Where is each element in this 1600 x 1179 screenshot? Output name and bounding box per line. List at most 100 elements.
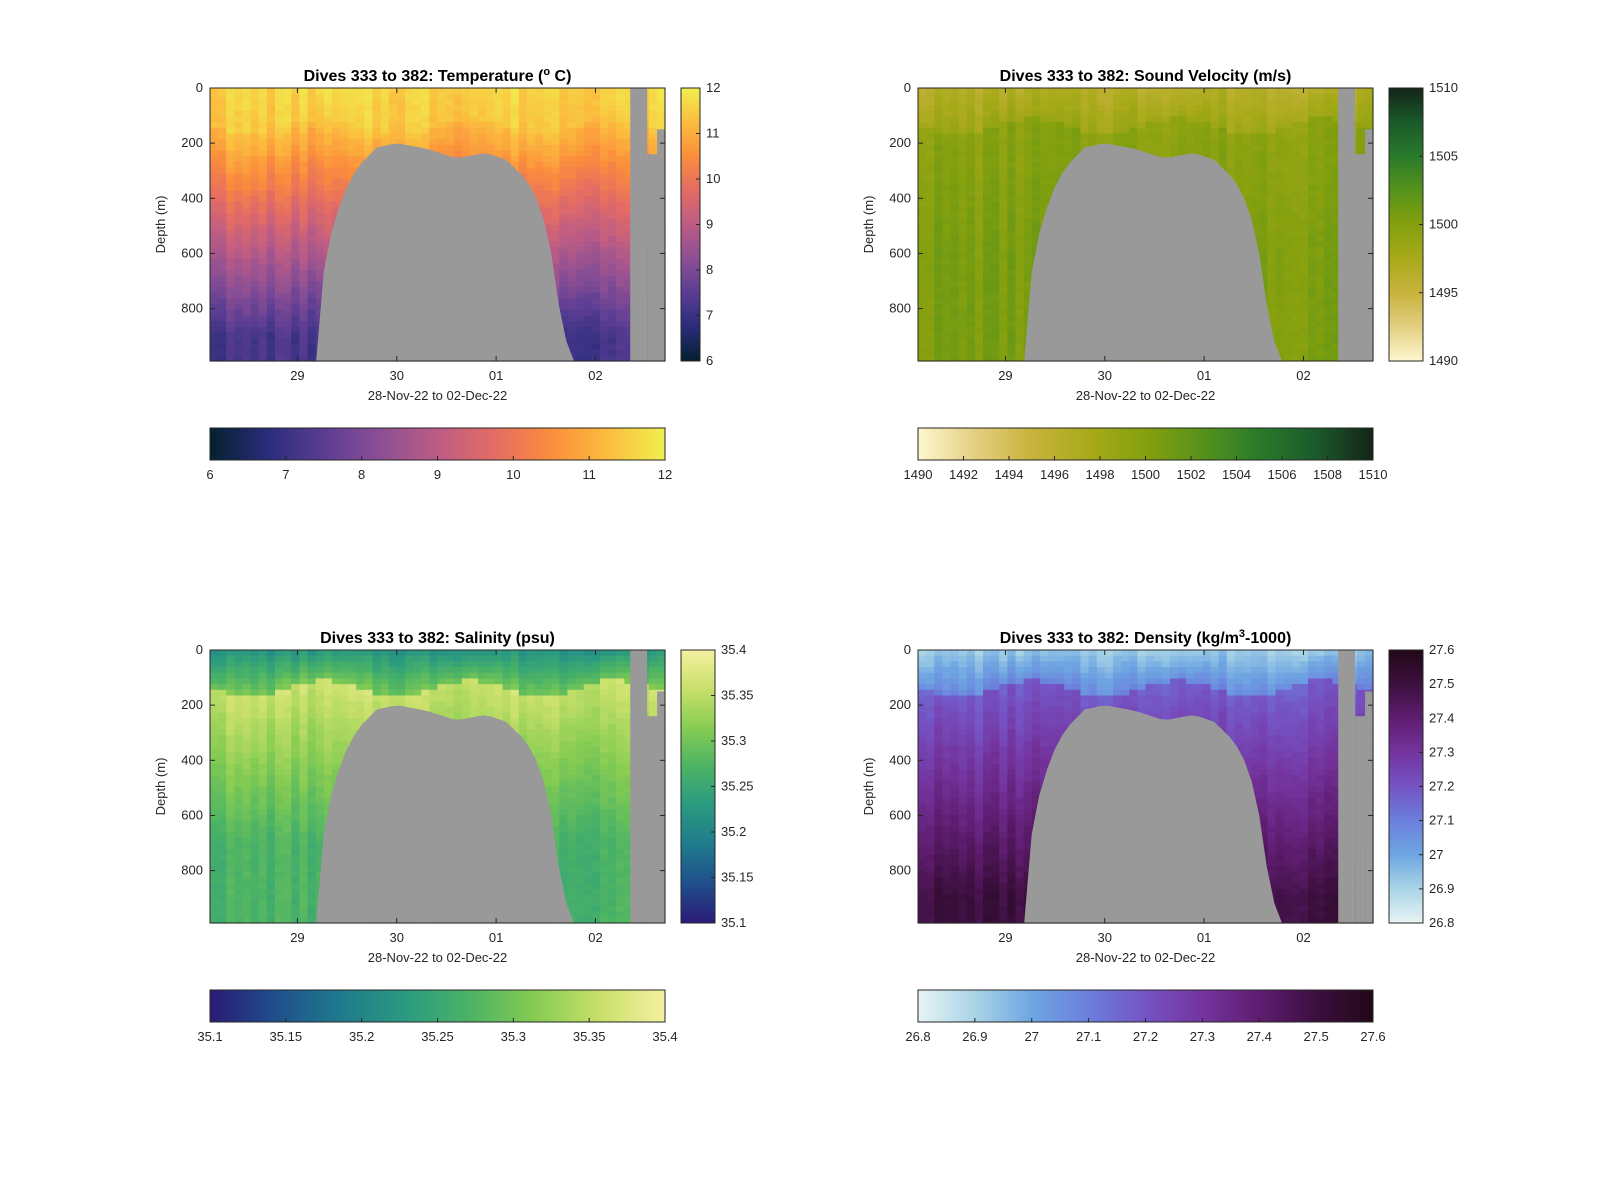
- heatmap-cell: [974, 99, 984, 106]
- heatmap-cell: [331, 116, 341, 123]
- heatmap-cell: [1283, 201, 1293, 209]
- heatmap-cell: [234, 173, 244, 180]
- heatmap-cell: [974, 116, 984, 123]
- heatmap-cell: [934, 139, 943, 146]
- heatmap-cell: [1194, 150, 1203, 157]
- heatmap-cell: [535, 173, 544, 180]
- heatmap-cell: [559, 207, 569, 214]
- heatmap-cell: [966, 213, 976, 220]
- heatmap-cell: [1243, 116, 1252, 123]
- heatmap-cell: [656, 99, 666, 106]
- heatmap-cell: [234, 349, 244, 356]
- heatmap-cell: [583, 196, 593, 203]
- heatmap-cell: [226, 275, 235, 282]
- bathymetry-mask: [210, 143, 665, 361]
- heatmap-cell: [559, 235, 569, 243]
- heatmap-cell: [950, 201, 960, 209]
- heatmap-cell: [559, 173, 569, 180]
- heatmap-cell: [648, 133, 658, 140]
- heatmap-cell: [1234, 122, 1244, 129]
- heatmap-cell: [942, 150, 952, 157]
- heatmap-cell: [942, 196, 952, 203]
- heatmap-cell: [958, 105, 968, 112]
- heatmap-cell: [1210, 139, 1220, 146]
- heatmap-cell: [1015, 105, 1025, 112]
- heatmap-cell: [242, 99, 252, 106]
- heatmap-cell: [1283, 281, 1293, 288]
- heatmap-cell: [1048, 105, 1057, 112]
- heatmap-cell: [942, 309, 952, 317]
- heatmap-cell: [275, 326, 284, 334]
- heatmap-cell: [600, 161, 609, 169]
- heatmap-cell: [966, 105, 976, 112]
- heatmap-cell: [624, 355, 634, 362]
- heatmap-cell: [242, 264, 252, 271]
- heatmap-cell: [1031, 184, 1041, 191]
- heatmap-cell: [1007, 201, 1017, 209]
- heatmap-cell: [1291, 105, 1301, 112]
- heatmap-cell: [918, 343, 927, 351]
- heatmap-cell: [218, 349, 227, 356]
- heatmap-cell: [1251, 133, 1260, 140]
- heatmap-cell: [600, 218, 609, 226]
- heatmap-cell: [242, 139, 252, 146]
- heatmap-cell: [437, 139, 447, 146]
- heatmap-cell: [1007, 116, 1017, 123]
- x-tick-label: 01: [489, 368, 503, 383]
- heatmap-cell: [559, 275, 569, 282]
- heatmap-cell: [1072, 110, 1082, 118]
- heatmap-cell: [551, 156, 560, 163]
- heatmap-cell: [307, 156, 317, 163]
- heatmap-cell: [600, 241, 609, 248]
- heatmap-cell: [307, 343, 317, 351]
- heatmap-cell: [1234, 133, 1244, 140]
- heatmap-cell: [551, 207, 560, 214]
- heatmap-cell: [559, 110, 569, 118]
- heatmap-cell: [1145, 122, 1155, 129]
- heatmap-cell: [559, 122, 569, 129]
- heatmap-cell: [1283, 270, 1293, 277]
- heatmap-cell: [991, 298, 1000, 305]
- heatmap-cell: [340, 122, 349, 129]
- heatmap-cell: [250, 355, 260, 362]
- heatmap-cell: [340, 167, 349, 174]
- heatmap-cell: [958, 184, 968, 191]
- heatmap-cell: [1161, 133, 1171, 140]
- heatmap-cell: [250, 122, 260, 129]
- heatmap-cell: [934, 287, 943, 294]
- heatmap-cell: [1039, 201, 1049, 209]
- heatmap-cell: [543, 156, 552, 163]
- heatmap-cell: [1048, 150, 1057, 157]
- heatmap-cell: [950, 88, 960, 95]
- heatmap-cell: [1267, 213, 1277, 220]
- heatmap-cell: [266, 93, 276, 100]
- heatmap-cell: [218, 139, 227, 146]
- heatmap-cell: [958, 326, 968, 334]
- heatmap-cell: [510, 150, 520, 157]
- heatmap-cell: [266, 343, 276, 351]
- heatmap-cell: [1137, 139, 1147, 146]
- heatmap-cell: [575, 241, 585, 248]
- heatmap-cell: [600, 321, 609, 328]
- heatmap-cell: [1275, 309, 1285, 317]
- heatmap-cell: [966, 127, 976, 135]
- heatmap-cell: [591, 252, 601, 260]
- heatmap-cell: [608, 184, 617, 191]
- heatmap-cell: [926, 270, 935, 277]
- heatmap-cell: [616, 298, 625, 305]
- heatmap-cell: [283, 315, 292, 322]
- heatmap-cell: [250, 287, 260, 294]
- heatmap-cell: [1178, 150, 1187, 157]
- heatmap-cell: [559, 179, 569, 186]
- heatmap-cell: [1023, 167, 1033, 174]
- heatmap-cell: [226, 230, 235, 237]
- x-tick-label: 29: [290, 368, 304, 383]
- heatmap-cell: [1226, 150, 1236, 157]
- heatmap-cell: [234, 105, 244, 112]
- heatmap-cell: [1243, 93, 1252, 100]
- heatmap-cell: [535, 156, 544, 163]
- heatmap-cell: [1251, 196, 1260, 203]
- heatmap-cell: [966, 332, 976, 339]
- heatmap-cell: [323, 122, 333, 129]
- heatmap-cell: [966, 292, 976, 300]
